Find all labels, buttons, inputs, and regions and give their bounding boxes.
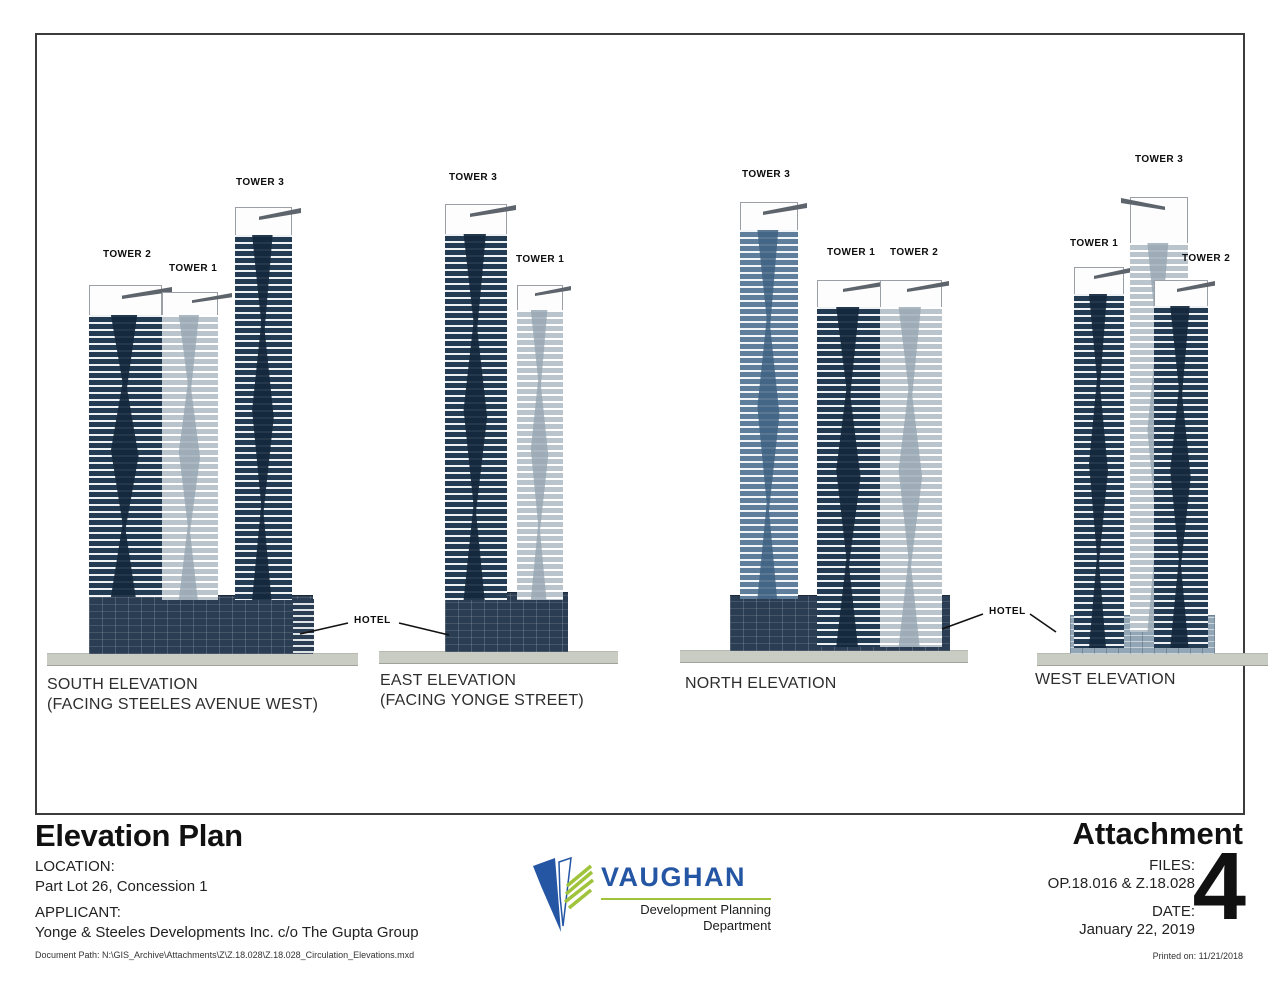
east-podium bbox=[445, 592, 568, 652]
south-elevation-title: SOUTH ELEVATION (FACING STEELES AVENUE W… bbox=[47, 675, 318, 715]
east-tower-1-label: TOWER 1 bbox=[516, 254, 565, 265]
east-tower-1-crown bbox=[517, 285, 563, 310]
files-value: OP.18.016 & Z.18.028 bbox=[1047, 875, 1195, 892]
east-tower-3-facade bbox=[445, 234, 507, 600]
north-tower-3-crown bbox=[740, 202, 798, 230]
files-label: FILES: bbox=[1149, 857, 1195, 874]
west-tower-1 bbox=[1074, 267, 1130, 648]
north-tower-3 bbox=[740, 202, 807, 599]
east-tower-3 bbox=[445, 204, 516, 600]
hotel-label-north-west: HOTEL bbox=[987, 606, 1028, 617]
south-tower-3-crown bbox=[235, 207, 292, 235]
south-tower-2 bbox=[89, 285, 172, 597]
north-tower-2-label: TOWER 2 bbox=[890, 247, 939, 258]
vaughan-logo-icon bbox=[533, 856, 595, 932]
west-tower-3-label: TOWER 3 bbox=[1135, 154, 1184, 165]
south-tower-1 bbox=[162, 292, 232, 600]
north-tower-1 bbox=[817, 280, 887, 647]
west-elevation-title-line1: WEST ELEVATION bbox=[1035, 671, 1176, 688]
location-label: LOCATION: bbox=[35, 858, 115, 875]
east-tower-3-label: TOWER 3 bbox=[449, 172, 498, 183]
west-tower-1-mech-roof bbox=[1094, 268, 1130, 279]
south-tower-3 bbox=[235, 207, 301, 600]
north-tower-3-label: TOWER 3 bbox=[742, 169, 791, 180]
applicant-value: Yonge & Steeles Developments Inc. c/o Th… bbox=[35, 924, 419, 941]
vaughan-logo-wordmark: VAUGHAN bbox=[601, 862, 746, 892]
south-hotel-wing bbox=[293, 599, 314, 653]
west-tower-2 bbox=[1154, 280, 1215, 648]
south-tower-1-mech-roof bbox=[192, 293, 232, 303]
east-elevation-title: EAST ELEVATION (FACING YONGE STREET) bbox=[380, 671, 584, 711]
north-ground-line bbox=[680, 650, 968, 663]
applicant-label: APPLICANT: bbox=[35, 904, 121, 921]
west-tower-2-facade bbox=[1154, 306, 1208, 648]
west-tower-2-mech-roof bbox=[1177, 281, 1215, 292]
south-ground-line bbox=[47, 653, 358, 666]
west-tower-2-label: TOWER 2 bbox=[1182, 253, 1231, 264]
east-ground-line bbox=[379, 651, 618, 664]
south-elevation-title-line2: (FACING STEELES AVENUE WEST) bbox=[47, 696, 319, 713]
south-tower-3-facade bbox=[235, 235, 292, 600]
printed-on-note: Printed on: 11/21/2018 bbox=[1152, 951, 1243, 961]
east-tower-1 bbox=[517, 285, 571, 600]
date-label: DATE: bbox=[1151, 903, 1195, 920]
north-tower-3-facade bbox=[740, 230, 798, 599]
west-tower-1-facade bbox=[1074, 294, 1124, 648]
west-ground-line bbox=[1037, 653, 1268, 666]
vaughan-logo: VAUGHAN Development Planning Department bbox=[533, 852, 773, 944]
vaughan-logo-department: Development Planning Department bbox=[533, 902, 771, 934]
north-tower-2-facade bbox=[880, 307, 942, 647]
east-tower-1-facade bbox=[517, 310, 563, 600]
west-tower-1-label: TOWER 1 bbox=[1070, 238, 1119, 249]
west-elevation-title: WEST ELEVATION bbox=[1035, 670, 1176, 690]
vaughan-logo-divider bbox=[601, 898, 771, 900]
north-tower-1-facade bbox=[817, 307, 881, 647]
south-tower-2-facade bbox=[89, 315, 162, 597]
south-tower-1-crown bbox=[162, 292, 218, 315]
attachment-number: 4 bbox=[1192, 833, 1246, 940]
south-podium bbox=[89, 595, 313, 654]
south-elevation-title-line1: SOUTH ELEVATION bbox=[47, 676, 198, 693]
drawing-frame: TOWER 2 TOWER 1 TOWER 3 SOUTH ELEVATION … bbox=[35, 33, 1268, 815]
date-value: January 22, 2019 bbox=[1079, 921, 1195, 938]
south-tower-2-crown bbox=[89, 285, 162, 315]
vaughan-logo-department-line2: Department bbox=[703, 918, 771, 933]
document-path: Document Path: N:\GIS_Archive\Attachment… bbox=[35, 950, 415, 960]
east-elevation-title-line1: EAST ELEVATION bbox=[380, 672, 517, 689]
west-tower-2-crown bbox=[1154, 280, 1208, 306]
north-tower-1-mech-roof bbox=[843, 281, 887, 292]
hotel-label-south-east: HOTEL bbox=[352, 615, 393, 626]
north-tower-1-label: TOWER 1 bbox=[827, 247, 876, 258]
location-value: Part Lot 26, Concession 1 bbox=[35, 878, 208, 895]
east-tower-1-mech-roof bbox=[535, 286, 571, 296]
vaughan-logo-department-line1: Development Planning bbox=[640, 902, 771, 917]
page-title: Elevation Plan bbox=[35, 818, 243, 853]
attachment-title: Attachment bbox=[1072, 816, 1243, 851]
south-tower-1-label: TOWER 1 bbox=[169, 263, 218, 274]
north-elevation-title-line1: NORTH ELEVATION bbox=[685, 675, 837, 692]
east-elevation-title-line2: (FACING YONGE STREET) bbox=[380, 692, 584, 709]
north-tower-2-mech-roof bbox=[907, 281, 949, 292]
north-tower-2 bbox=[880, 280, 949, 647]
north-elevation-title: NORTH ELEVATION bbox=[685, 674, 836, 694]
south-tower-2-label: TOWER 2 bbox=[103, 249, 152, 260]
south-tower-3-label: TOWER 3 bbox=[236, 177, 285, 188]
north-tower-2-crown bbox=[880, 280, 942, 307]
south-tower-1-facade bbox=[162, 315, 218, 600]
